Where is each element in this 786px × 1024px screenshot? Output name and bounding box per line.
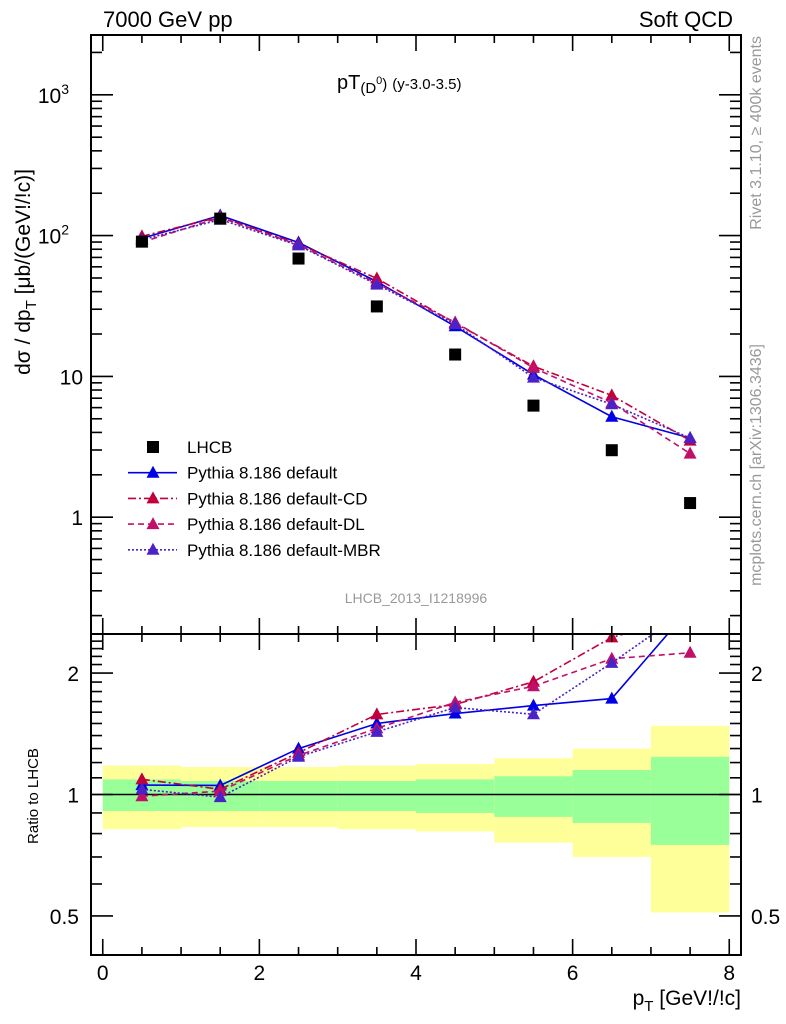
legend-item-mbr: Pythia 8.186 default-MBR: [128, 541, 381, 560]
legend-label: Pythia 8.186 default-CD: [187, 489, 368, 508]
data-point-lhcb: [605, 444, 618, 457]
series-markers: [135, 212, 697, 510]
band-inner-bin: [650, 756, 730, 845]
ratio-marker-mbr: [605, 655, 619, 668]
legend: LHCB Pythia 8.186 default Pythia 8.186 def…: [128, 438, 381, 560]
ratio-marker-mbr: [526, 707, 540, 720]
legend-marker-triangle-icon: [146, 491, 160, 504]
ratio-marker-dl: [213, 784, 227, 797]
ratio-line-default: [141, 634, 669, 787]
x-tick-label: 0: [97, 962, 109, 985]
axis-ticks: [91, 35, 741, 955]
ratio-y-tick-label-left: 0.5: [50, 906, 79, 929]
legend-marker-triangle-icon: [146, 465, 160, 478]
ratio-y-axis-label: Ratio to LHCB: [25, 748, 42, 844]
ratio-marker-mbr: [135, 782, 149, 795]
ratio-y-tick-label-right: 2: [751, 663, 763, 686]
legend-marker-triangle-icon: [146, 517, 160, 530]
header-left: 7000 GeV pp: [103, 7, 233, 32]
line-cd: [141, 215, 691, 442]
ratio-line-cd: [141, 634, 628, 791]
ratio-marker-cd: [135, 772, 149, 785]
mcplots-label: mcplots.cern.ch [arXiv:1306.3436]: [748, 344, 765, 586]
legend-label: Pythia 8.186 default: [187, 464, 338, 483]
legend-item-default: Pythia 8.186 default: [128, 464, 338, 483]
band-inner-bin: [572, 770, 651, 823]
legend-label: LHCB: [187, 438, 232, 457]
line-default: [141, 214, 691, 439]
ratio-bands: [91, 725, 741, 913]
ratio-marker-mbr: [213, 790, 227, 803]
analysis-watermark: LHCB_2013_I1218996: [345, 590, 488, 606]
ratio-marker-default: [605, 691, 619, 704]
y-tick-label: 102: [38, 222, 69, 249]
data-point-lhcb: [292, 252, 305, 265]
ratio-line-mbr: [141, 634, 655, 798]
x-tick-label: 8: [723, 962, 735, 985]
marker-cd: [605, 388, 619, 401]
y-tick-label: 1: [71, 507, 83, 530]
marker-mbr: [605, 397, 619, 410]
x-axis-label: pT [GeV!/!c]: [633, 987, 741, 1015]
marker-mbr: [292, 238, 306, 251]
ratio-marker-default: [526, 698, 540, 711]
series-mbr-main: [135, 212, 697, 444]
data-point-lhcb: [214, 212, 227, 225]
marker-dl: [683, 446, 697, 459]
legend-item-dl: Pythia 8.186 default-DL: [128, 515, 365, 534]
ratio-line-dl: [141, 651, 691, 798]
ratio-marker-default: [448, 706, 462, 719]
series-lines: [135, 208, 697, 803]
series-cd-main: [135, 209, 697, 446]
ratio-y-tick-label-right: 1: [751, 785, 763, 808]
ratio-marker-mbr: [292, 749, 306, 762]
marker-mbr: [448, 317, 462, 330]
series-mbr-ratio: [135, 634, 655, 803]
band-inner-bin: [337, 781, 416, 812]
ratio-y-tick-label-right: 0.5: [751, 906, 780, 929]
marker-mbr: [370, 277, 384, 290]
legend-item-data: LHCB: [147, 438, 232, 457]
legend-item-cd: Pythia 8.186 default-CD: [128, 489, 368, 508]
legend-label: Pythia 8.186 default-DL: [187, 515, 365, 534]
ratio-marker-mbr: [370, 724, 384, 737]
x-tick-label: 4: [410, 962, 422, 985]
ratio-marker-mbr: [448, 700, 462, 713]
ratio-marker-dl: [526, 679, 540, 692]
band-inner-bin: [494, 776, 573, 817]
legend-label: Pythia 8.186 default-MBR: [187, 541, 381, 560]
marker-default: [605, 409, 619, 422]
chart-title: pT(D0) (y-3.0-3.5): [337, 72, 461, 97]
marker-dl: [526, 360, 540, 373]
data-point-lhcb: [135, 235, 148, 248]
marker-mbr: [683, 431, 697, 444]
header-right: Soft QCD: [639, 7, 733, 32]
legend-marker-square-icon: [147, 441, 159, 453]
ratio-marker-dl: [683, 645, 697, 658]
band-inner-bin: [416, 779, 495, 813]
legend-marker-triangle-icon: [146, 542, 160, 555]
line-dl: [141, 216, 691, 455]
data-point-lhcb: [527, 399, 540, 412]
data-point-lhcb: [449, 348, 462, 361]
ratio-y-tick-label-left: 2: [67, 663, 79, 686]
marker-mbr: [526, 370, 540, 383]
x-tick-label: 2: [254, 962, 266, 985]
y-tick-label: 103: [38, 81, 69, 108]
x-tick-label: 6: [567, 962, 579, 985]
y-tick-label: 10: [60, 366, 83, 389]
ratio-marker-cd: [370, 707, 384, 720]
ratio-marker-dl: [135, 789, 149, 802]
data-point-lhcb: [370, 300, 383, 313]
data-point-lhcb: [684, 497, 697, 510]
rivet-version-label: Rivet 3.1.10, ≥ 400k events: [748, 36, 765, 230]
y-axis-label: dσ / dpT [μb/(GeV!/!c)]: [12, 169, 40, 375]
ratio-y-tick-label-left: 1: [67, 785, 79, 808]
band-inner-bin: [259, 781, 338, 812]
